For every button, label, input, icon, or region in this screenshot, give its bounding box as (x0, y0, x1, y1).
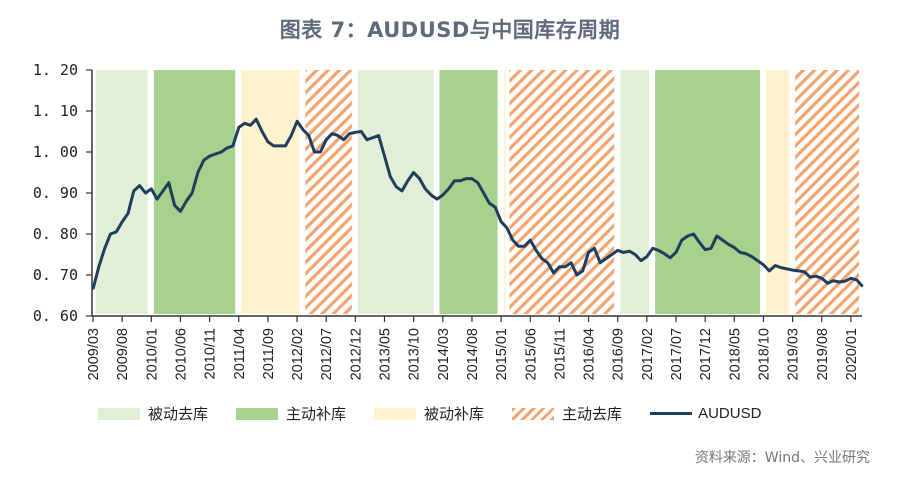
region-band (357, 70, 434, 314)
region-band (503, 70, 506, 314)
region-band (509, 70, 615, 314)
svg-text:2015/06: 2015/06 (523, 328, 539, 380)
source-note: 资料来源：Wind、兴业研究 (694, 450, 870, 466)
svg-text:2016/04: 2016/04 (582, 328, 598, 380)
swatch-audusd-line (650, 412, 693, 415)
swatch-passive-destock (98, 407, 140, 420)
region-band (765, 70, 790, 314)
svg-text:2014/03: 2014/03 (436, 328, 452, 380)
svg-text:2019/03: 2019/03 (786, 328, 802, 380)
swatch-active-restock (236, 407, 279, 420)
svg-text:2018/10: 2018/10 (756, 328, 772, 380)
svg-text:2016/09: 2016/09 (611, 328, 627, 380)
svg-text:2011/09: 2011/09 (261, 328, 277, 379)
region-band (655, 70, 760, 314)
svg-text:2010/01: 2010/01 (144, 328, 160, 380)
swatch-passive-restock (374, 407, 417, 420)
chart-title: 图表 7：AUDUSD与中国库存周期 (279, 18, 621, 42)
region-band (439, 70, 498, 314)
svg-text:2011/04: 2011/04 (232, 328, 248, 379)
region-band (305, 70, 352, 314)
svg-text:2017/07: 2017/07 (669, 328, 685, 380)
inventory-cycle-regions (95, 70, 860, 314)
svg-text:2015/11: 2015/11 (552, 328, 568, 379)
legend-item-active-destock: 主动去库 (512, 403, 622, 424)
axes: 1. 20 1. 10 1. 00 0. 90 0. 80 0. 70 0. 60 2009/… (33, 61, 862, 380)
region-band (153, 70, 236, 314)
svg-text:2013/10: 2013/10 (407, 328, 423, 380)
svg-text:2019/08: 2019/08 (815, 328, 831, 380)
chart-area: 1. 20 1. 10 1. 00 0. 90 0. 80 0. 70 0. 60 2009/… (33, 61, 864, 380)
svg-text:2010/06: 2010/06 (173, 328, 189, 380)
svg-text:2017/12: 2017/12 (698, 328, 714, 380)
svg-text:0. 70: 0. 70 (33, 266, 78, 284)
svg-text:0. 60: 0. 60 (33, 307, 78, 325)
svg-text:2012/02: 2012/02 (290, 328, 306, 380)
svg-text:2015/01: 2015/01 (494, 328, 510, 380)
legend-label: 被动去库 (148, 405, 209, 423)
legend-item-passive-destock: 被动去库 (98, 403, 208, 424)
legend-label: AUDUSD (698, 405, 762, 422)
region-band (620, 70, 650, 314)
legend-item-audusd: AUDUSD (650, 405, 761, 422)
region-band (95, 70, 148, 314)
svg-text:2014/08: 2014/08 (465, 328, 481, 380)
svg-text:2012/07: 2012/07 (319, 328, 335, 380)
svg-text:2017/02: 2017/02 (640, 328, 656, 380)
svg-text:2012/12: 2012/12 (348, 328, 364, 380)
legend: 被动去库 主动补库 被动补库 主动去库 AUDUSD (98, 403, 789, 424)
region-band (241, 70, 300, 314)
audusd-line (91, 117, 864, 290)
svg-text:1. 20: 1. 20 (33, 61, 78, 79)
legend-item-passive-restock: 被动补库 (374, 403, 484, 424)
svg-text:2018/05: 2018/05 (727, 328, 743, 380)
legend-label: 被动补库 (424, 405, 485, 423)
svg-text:1. 10: 1. 10 (33, 102, 78, 120)
legend-label: 主动去库 (562, 405, 623, 423)
legend-label: 主动补库 (286, 405, 347, 423)
svg-text:0. 90: 0. 90 (33, 184, 78, 202)
svg-text:2009/03: 2009/03 (86, 328, 102, 380)
svg-text:0. 80: 0. 80 (33, 225, 78, 243)
legend-item-active-restock: 主动补库 (236, 403, 346, 424)
svg-text:2010/11: 2010/11 (203, 328, 219, 379)
svg-text:2013/05: 2013/05 (378, 328, 394, 380)
svg-text:1. 00: 1. 00 (33, 143, 78, 161)
svg-text:2009/08: 2009/08 (115, 328, 131, 380)
swatch-active-destock (512, 407, 555, 420)
svg-text:2020/01: 2020/01 (844, 328, 860, 380)
